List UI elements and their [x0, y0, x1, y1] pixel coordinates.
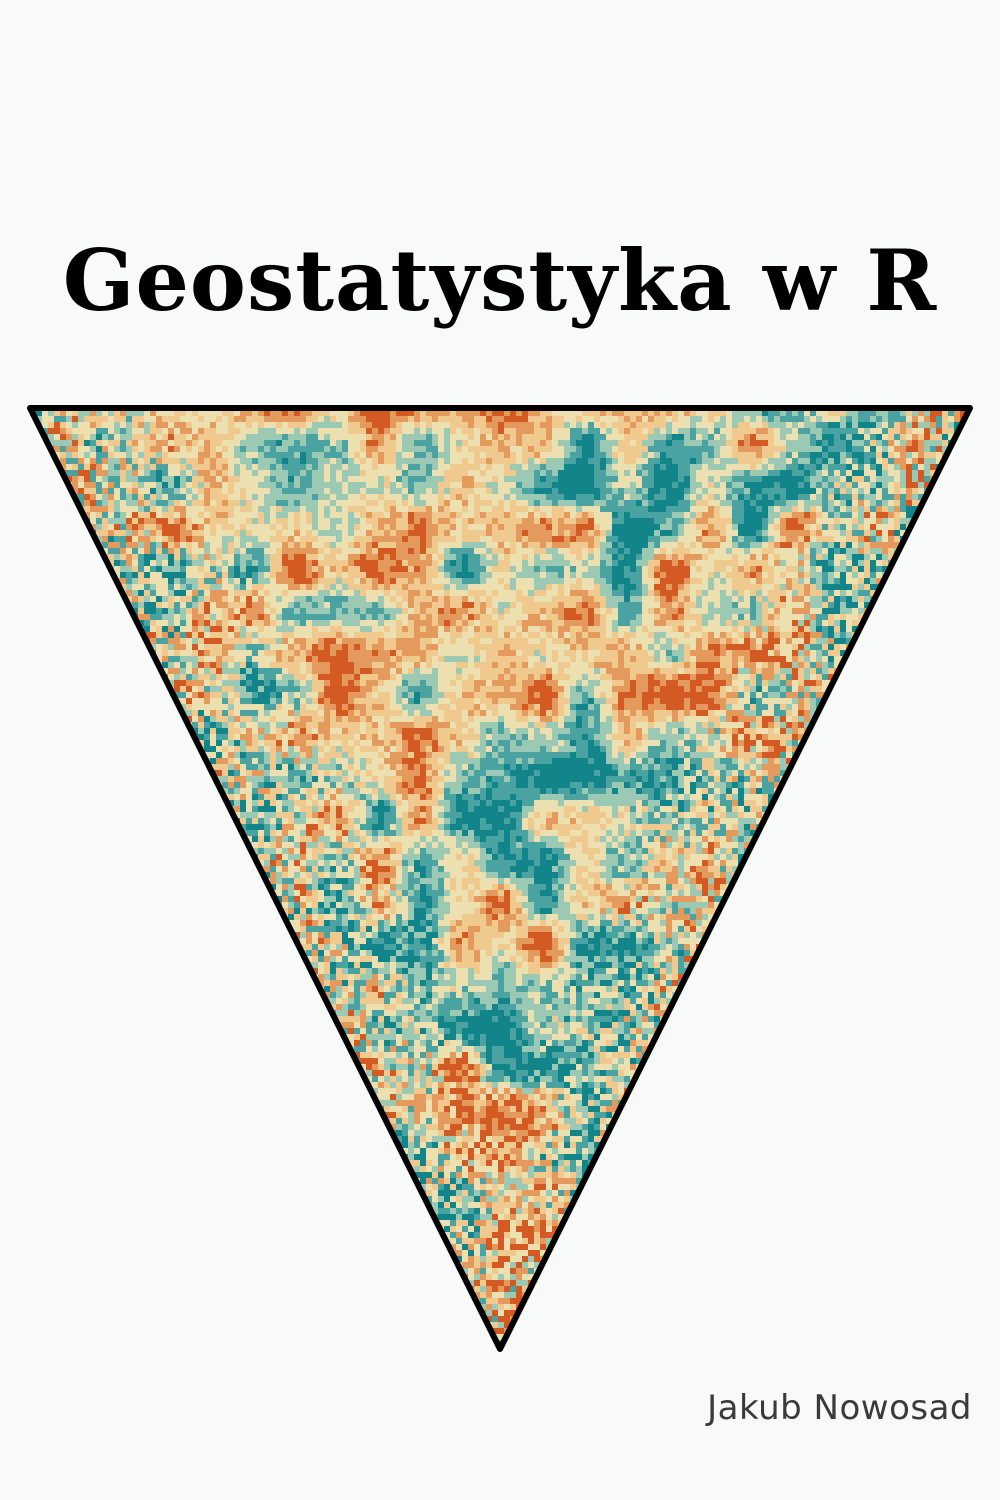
triangle-outline: [27, 405, 973, 1352]
author-name: Jakub Nowosad: [707, 1388, 972, 1428]
book-title: Geostatystyka w R: [62, 231, 938, 331]
field-cells: [30, 408, 970, 1349]
